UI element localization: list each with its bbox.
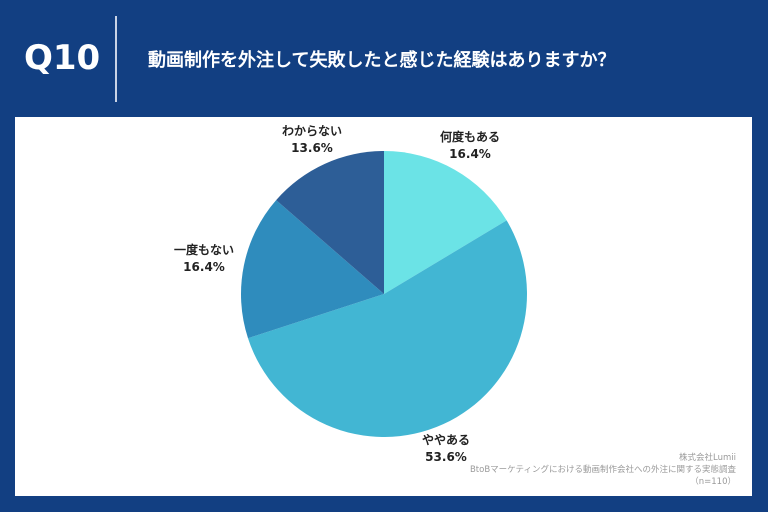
question-title: 動画制作を外注して失敗したと感じた経験はありますか？ — [148, 50, 616, 71]
header: Q10 動画制作を外注して失敗したと感じた経験はありますか？ — [0, 0, 768, 117]
label-yaya: ややある 53.6% — [422, 432, 470, 466]
pie-slice — [241, 200, 384, 339]
source-survey: BtoBマーケティングにおける動画制作会社への外注に関する実態調査 — [469, 465, 736, 475]
pie-chart — [241, 151, 528, 437]
source-note: 株式会社Lumii BtoBマーケティングにおける動画制作会社への外注に関する実… — [470, 452, 736, 488]
label-name: ややある — [421, 433, 471, 447]
label-name: わからない — [281, 124, 343, 138]
label-nandomo: 何度もある 16.4% — [440, 129, 500, 163]
label-pct: 16.4% — [449, 147, 491, 161]
pie-slice — [276, 151, 384, 294]
source-company: 株式会社Lumii — [679, 453, 736, 463]
question-number: Q10 — [24, 38, 101, 78]
source-sample: （n=110） — [690, 477, 736, 487]
label-ichido: 一度もない 16.4% — [174, 242, 234, 276]
chart-panel: 何度もある 16.4% わからない 13.6% 一度もない 16.4% ややある… — [15, 117, 752, 496]
label-wakaranai: わからない 13.6% — [282, 123, 342, 157]
label-name: 何度もある — [439, 130, 501, 144]
label-pct: 53.6% — [425, 450, 467, 464]
header-divider — [115, 16, 117, 102]
pie-slice — [384, 151, 507, 294]
label-name: 一度もない — [173, 243, 235, 257]
label-pct: 16.4% — [183, 260, 225, 274]
label-pct: 13.6% — [291, 141, 333, 155]
pie-slice — [247, 220, 528, 437]
